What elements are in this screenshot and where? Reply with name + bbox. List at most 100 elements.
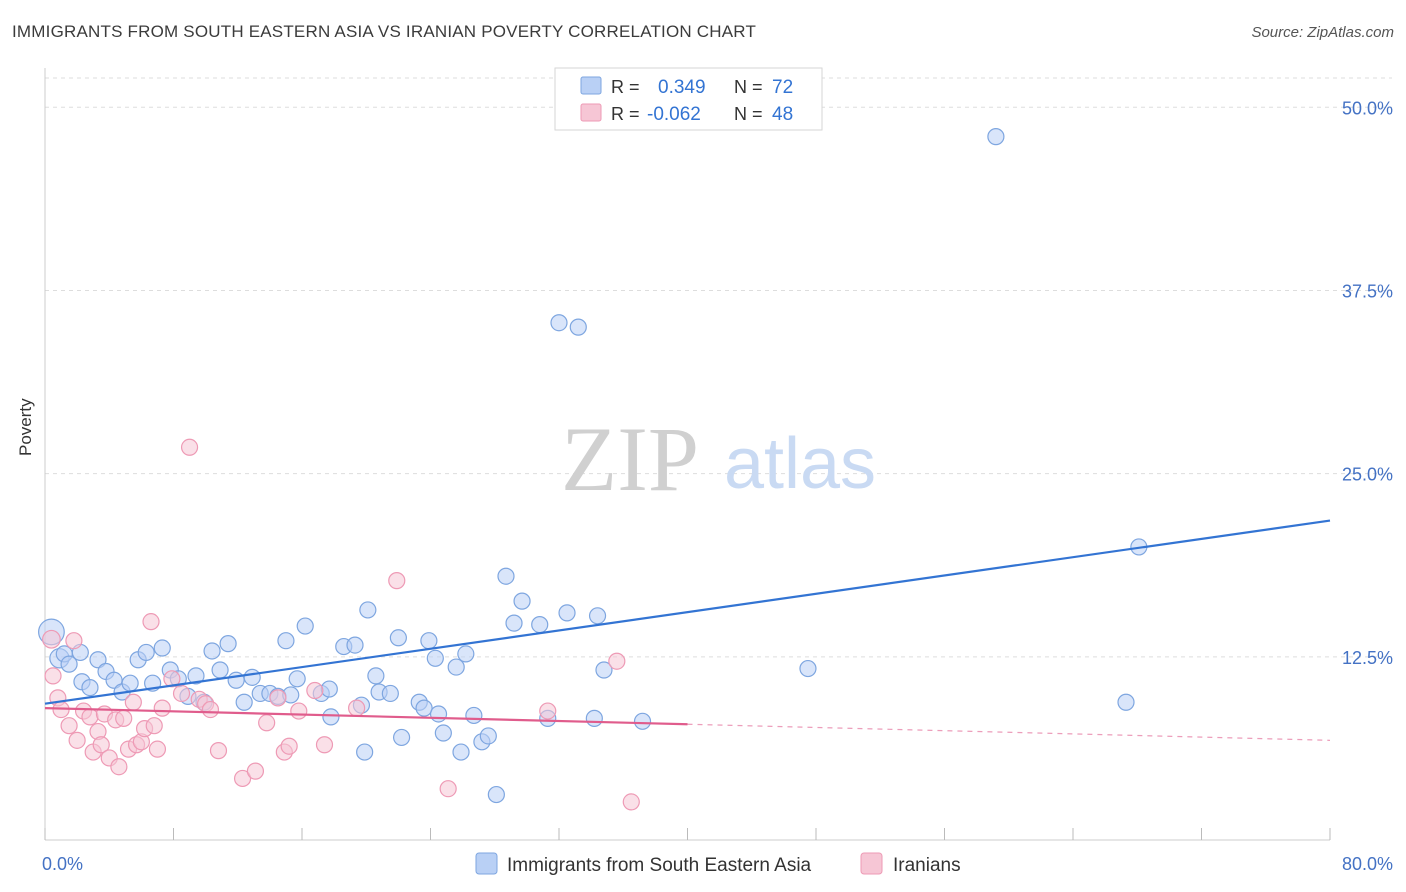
data-point-asia: [367, 667, 385, 685]
series-legend-label-blue: Immigrants from South Eastern Asia: [507, 855, 812, 876]
series-legend-label-pink: Iranians: [893, 855, 961, 876]
data-point-iranian: [65, 632, 83, 650]
y-tick-label: 37.5%: [1342, 281, 1393, 301]
tick-labels: 12.5% 25.0% 37.5% 50.0% 0.0% 80.0%: [42, 98, 1393, 874]
data-point-iranian: [145, 717, 163, 735]
watermark-atlas: atlas: [724, 424, 876, 504]
data-point-asia: [465, 706, 483, 725]
legend-r-label-blue: R =: [611, 77, 640, 97]
data-point-iranian: [60, 717, 78, 735]
data-point-iranian: [42, 629, 61, 649]
data-point-asia: [457, 645, 475, 663]
axes: [44, 68, 1331, 841]
data-point-iranian: [209, 742, 228, 760]
data-point-iranian: [348, 699, 366, 717]
data-point-asia: [447, 658, 465, 676]
data-point-iranian: [315, 736, 334, 754]
trend-line-iranian-dashed: [687, 723, 1331, 741]
legend-n-value-blue: 72: [772, 77, 793, 98]
data-point-asia: [381, 684, 399, 703]
data-point-asia: [420, 632, 438, 650]
data-point-asia: [479, 727, 497, 745]
data-point-asia: [359, 601, 377, 619]
data-point-asia: [60, 655, 78, 673]
data-point-asia: [452, 743, 470, 761]
data-point-asia: [497, 567, 515, 585]
data-point-asia: [288, 670, 306, 688]
legend-swatch-pink: [580, 103, 602, 122]
data-point-iranian: [115, 709, 133, 727]
data-point-iranian: [280, 737, 298, 755]
data-points: [38, 128, 1148, 811]
legend-box: R = 0.349 N = 72 R = -0.062 N = 48: [554, 67, 823, 131]
y-tick-label: 50.0%: [1342, 98, 1393, 118]
data-point-asia: [219, 635, 237, 653]
data-point-asia: [513, 592, 531, 610]
data-point-asia: [1117, 693, 1135, 711]
data-point-asia: [799, 659, 817, 678]
data-point-asia: [187, 667, 205, 685]
y-tick-label: 12.5%: [1342, 648, 1393, 668]
source-label: Source: ZipAtlas.com: [1251, 24, 1394, 41]
data-point-asia: [203, 642, 221, 660]
data-point-asia: [987, 128, 1005, 146]
x-tick-label: 0.0%: [42, 854, 83, 874]
data-point-asia: [633, 712, 652, 730]
data-point-iranian: [388, 572, 406, 590]
data-point-asia: [588, 607, 607, 625]
data-point-iranian: [148, 740, 167, 758]
watermark-zip: ZIP: [561, 408, 699, 510]
data-point-iranian: [290, 702, 308, 720]
data-point-iranian: [44, 667, 62, 685]
data-point-asia: [434, 724, 452, 742]
legend-r-label-pink: R =: [611, 104, 640, 124]
data-point-asia: [277, 632, 295, 650]
series-legend: Immigrants from South Eastern Asia Irani…: [475, 852, 961, 876]
data-point-asia: [89, 651, 107, 669]
legend-n-label-blue: N =: [734, 77, 763, 97]
data-point-asia: [392, 728, 411, 747]
data-point-iranian: [622, 793, 640, 811]
trend-line-asia: [44, 519, 1331, 705]
legend-n-value-pink: 48: [772, 104, 793, 125]
data-point-iranian: [153, 699, 171, 717]
trend-line-iranian: [44, 707, 688, 726]
data-point-asia: [487, 785, 505, 804]
data-point-asia: [558, 604, 576, 622]
data-point-iranian: [172, 684, 191, 703]
series-legend-swatch-pink: [860, 852, 883, 875]
data-point-asia: [389, 629, 407, 647]
data-point-asia: [595, 661, 613, 679]
legend-r-value-pink: -0.062: [647, 104, 701, 125]
data-point-asia: [505, 614, 523, 632]
data-point-iranian: [110, 758, 128, 776]
legend-swatch-blue: [580, 76, 602, 95]
data-point-asia: [137, 643, 155, 662]
y-tick-label: 25.0%: [1342, 465, 1393, 485]
data-point-asia: [296, 617, 314, 635]
data-point-asia: [569, 318, 587, 336]
x-tick-label: 80.0%: [1342, 854, 1393, 874]
data-point-asia: [243, 668, 261, 686]
data-point-asia: [356, 743, 374, 761]
series-legend-swatch-blue: [475, 852, 498, 875]
grid-lines: [45, 77, 1392, 658]
chart-title: IMMIGRANTS FROM SOUTH EASTERN ASIA VS IR…: [12, 22, 757, 41]
data-point-iranian: [180, 438, 199, 456]
data-point-asia: [550, 314, 568, 332]
data-point-asia: [235, 693, 253, 711]
data-point-asia: [121, 674, 139, 692]
data-point-asia: [153, 639, 171, 657]
data-point-asia: [415, 699, 433, 717]
data-point-iranian: [258, 714, 276, 732]
data-point-iranian: [233, 769, 252, 788]
data-point-asia: [426, 649, 444, 667]
data-point-asia: [211, 661, 229, 679]
data-point-iranian: [124, 693, 142, 711]
data-point-asia: [320, 680, 338, 698]
data-point-iranian: [201, 700, 220, 719]
data-point-asia: [585, 709, 603, 727]
trend-lines: [44, 519, 1331, 741]
data-point-iranian: [306, 681, 324, 700]
